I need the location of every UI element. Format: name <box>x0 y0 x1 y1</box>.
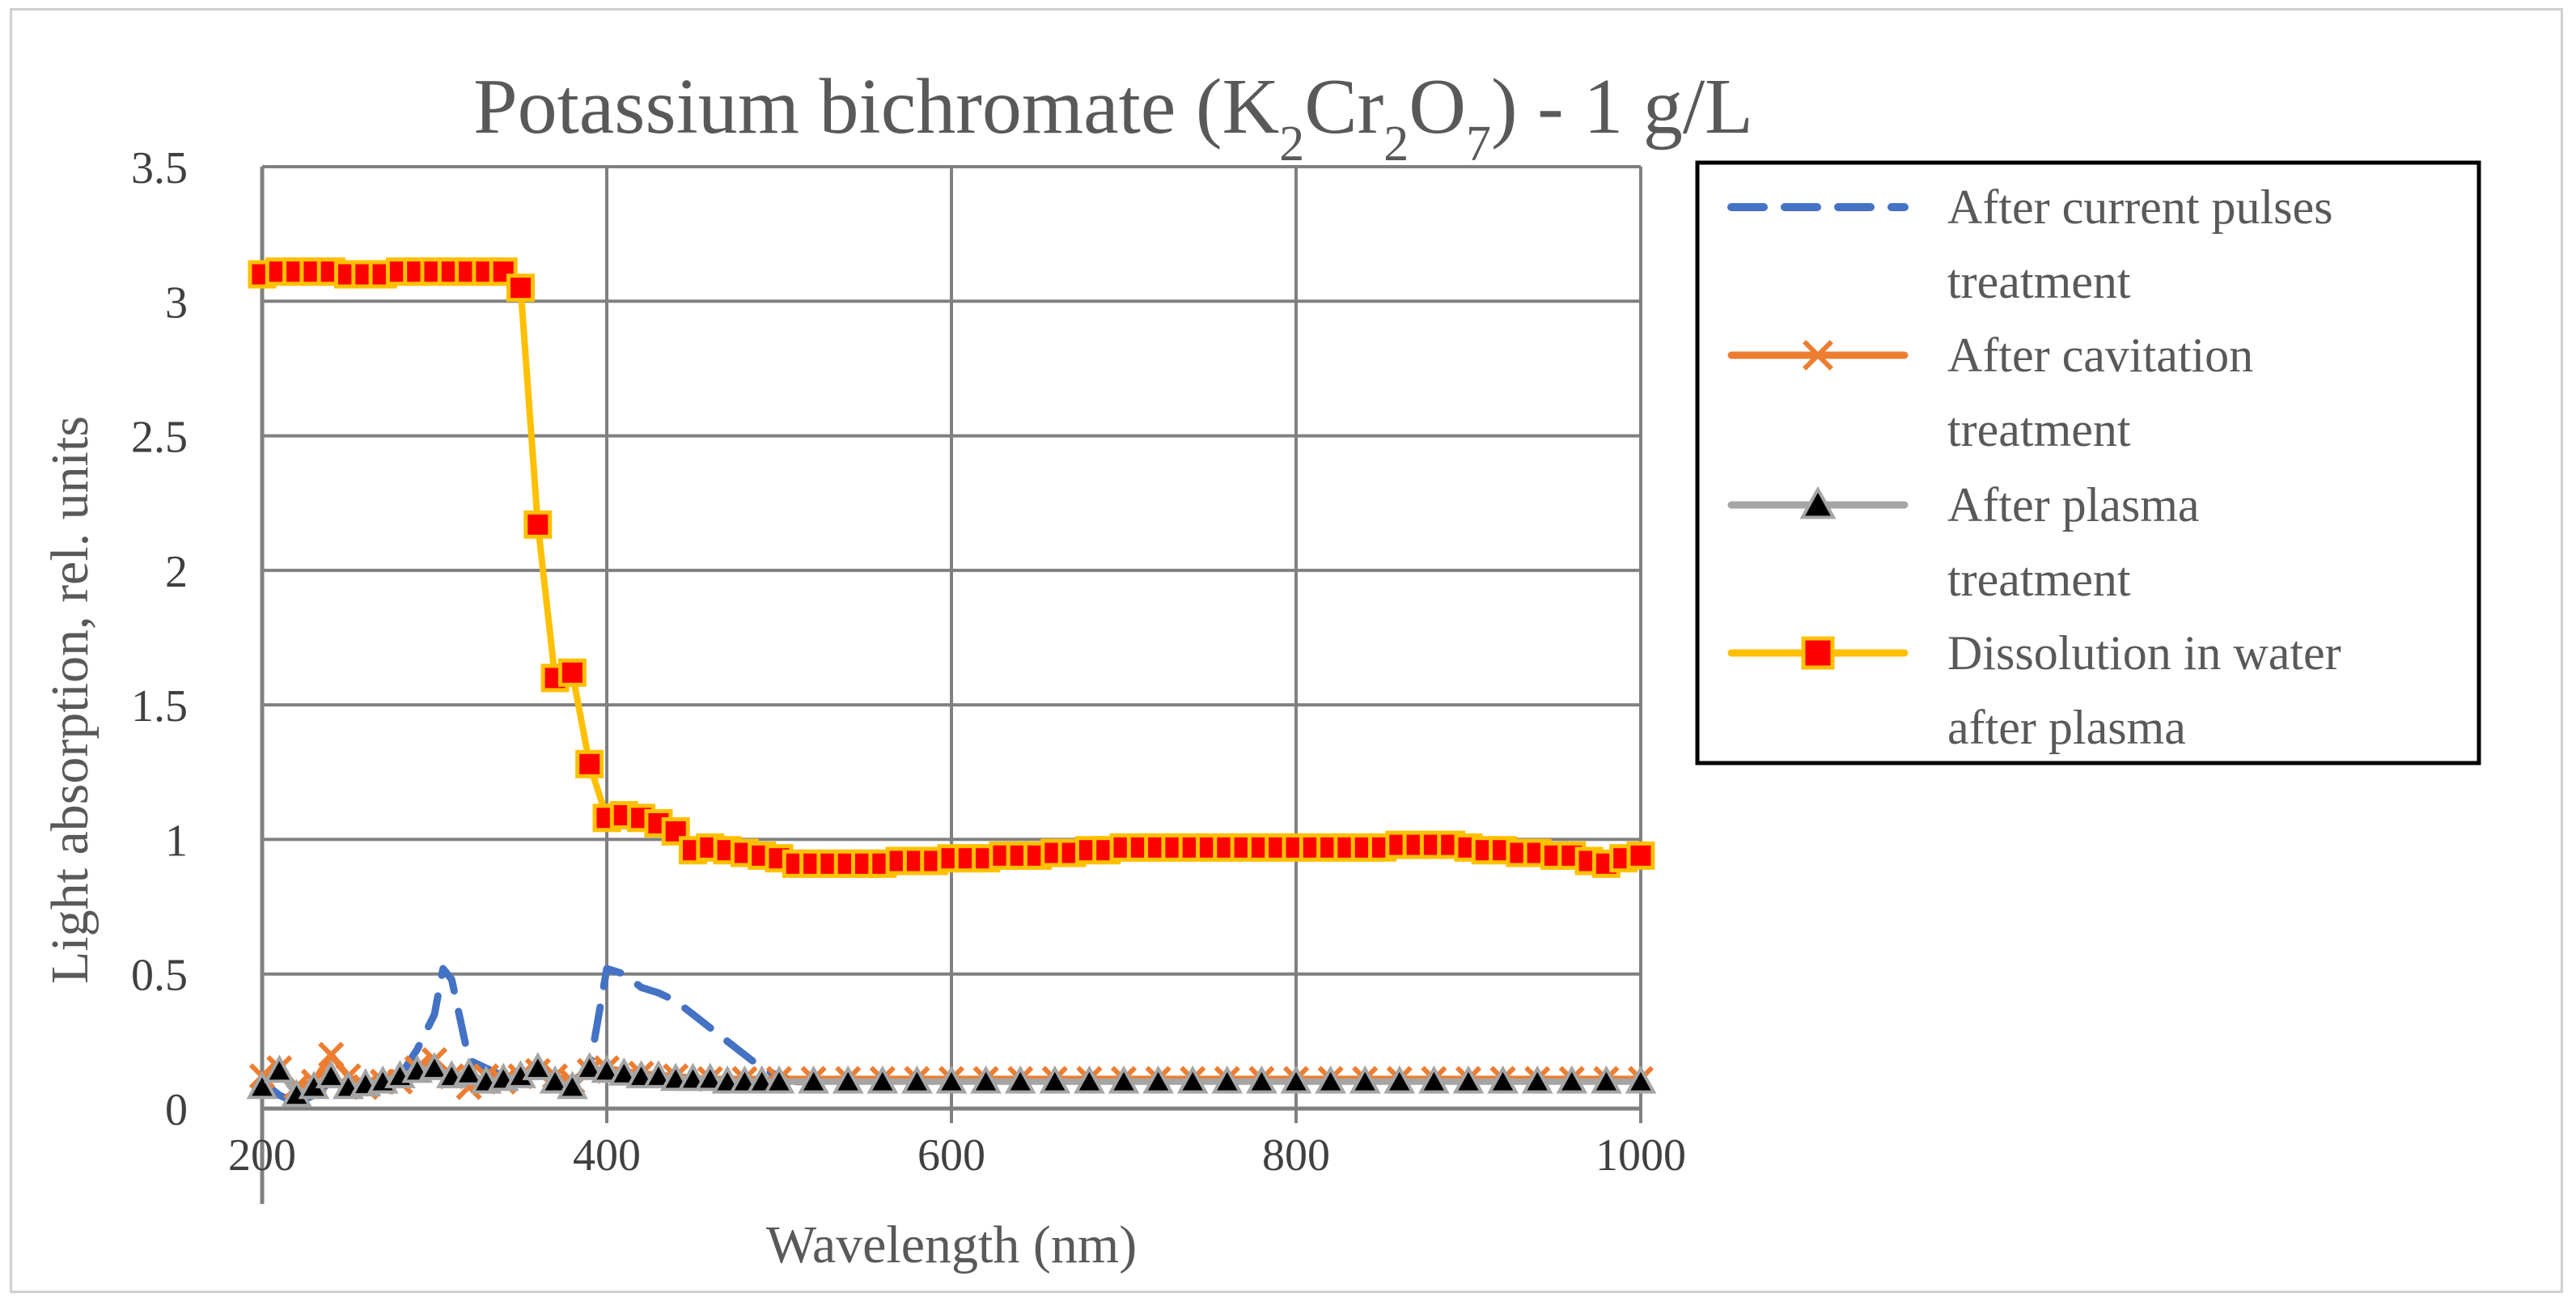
data-point <box>1591 1065 1622 1094</box>
legend-entry-1: After current pulses treatment <box>1727 180 2332 308</box>
data-point <box>1246 1065 1277 1094</box>
data-point <box>1418 1065 1450 1094</box>
data-point <box>798 1065 829 1094</box>
data-point <box>1176 1065 1209 1094</box>
y-tick-label: 1.5 <box>131 681 188 731</box>
data-point <box>506 273 535 303</box>
y-tick-label: 0.5 <box>131 951 188 1001</box>
legend-marker <box>1803 340 1833 371</box>
y-tick-label: 2.5 <box>131 413 188 463</box>
data-point <box>246 1071 278 1100</box>
data-point <box>557 1071 588 1100</box>
data-point <box>1349 1065 1381 1094</box>
data-point <box>489 257 518 286</box>
data-point <box>539 1065 571 1094</box>
data-point <box>453 1057 485 1086</box>
data-point <box>315 1059 347 1088</box>
legend-label: treatment <box>1947 255 2131 308</box>
legend-label: after plasma <box>1947 701 2186 754</box>
x-tick-label: 600 <box>917 1130 985 1181</box>
data-point <box>318 1041 345 1068</box>
data-point <box>970 1065 1002 1094</box>
chart-title-sub1: 2 <box>1279 117 1304 172</box>
chart-title-prefix: Potassium bichromate (K <box>473 63 1279 151</box>
legend-label: treatment <box>1947 553 2131 606</box>
x-axis-title: Wavelength (nm) <box>766 1215 1137 1274</box>
series-layer <box>246 257 1657 1108</box>
x-tick-label: 800 <box>1262 1130 1330 1181</box>
y-tick-label: 3.5 <box>131 143 188 193</box>
chart-title-suffix: ) - 1 g/L <box>1491 63 1753 151</box>
legend-marker <box>1801 636 1835 670</box>
chart-title-sub3: 7 <box>1466 117 1491 172</box>
legend-label: After plasma <box>1947 478 2200 532</box>
data-point <box>763 1065 795 1094</box>
legend-marker <box>1799 486 1837 519</box>
plot-area <box>260 167 1641 1204</box>
data-point <box>523 510 553 539</box>
x-axis-ticks: 200 400 600 800 1000 <box>228 1130 1686 1181</box>
data-point <box>1626 841 1655 870</box>
chart-title-mid2: O <box>1409 63 1466 151</box>
data-point <box>832 1065 864 1094</box>
legend-label: Dissolution in water <box>1947 626 2341 680</box>
data-point <box>642 1059 675 1088</box>
y-tick-label: 2 <box>165 547 188 597</box>
data-point <box>1556 1065 1588 1094</box>
data-point <box>608 1057 640 1086</box>
x-tick-label: 1000 <box>1595 1130 1686 1181</box>
data-point <box>1625 1065 1657 1094</box>
legend-entry-2: After cavitation treatment <box>1727 329 2253 456</box>
legend-label: treatment <box>1947 403 2131 456</box>
gridlines <box>261 165 1642 1123</box>
data-point <box>935 1065 968 1094</box>
data-point <box>575 749 604 778</box>
data-point <box>694 1062 727 1092</box>
y-axis-ticks: 0 0.5 1 1.5 2 2.5 3 3.5 <box>131 143 188 1135</box>
data-point <box>1452 1065 1485 1094</box>
chart-title: Potassium bichromate (K2Cr2O7) - 1 g/L <box>473 63 1753 172</box>
data-point <box>1487 1065 1519 1094</box>
data-point <box>418 1051 451 1080</box>
legend-label: After cavitation <box>1947 329 2253 382</box>
y-tick-label: 0 <box>165 1085 188 1135</box>
data-point <box>1039 1065 1071 1094</box>
y-axis-title: Light absorption, rel. units <box>40 416 100 984</box>
series-4 <box>248 257 1655 878</box>
y-tick-label: 3 <box>165 278 188 328</box>
data-point <box>1004 1065 1036 1094</box>
data-point <box>1315 1065 1346 1094</box>
data-point <box>1280 1065 1312 1094</box>
chart-title-mid1: Cr <box>1304 63 1383 151</box>
data-point <box>591 1054 623 1083</box>
data-point <box>1142 1065 1174 1094</box>
data-point <box>263 1054 295 1083</box>
series-3 <box>246 1051 1657 1108</box>
data-point <box>1521 1065 1553 1094</box>
data-point <box>522 1051 554 1080</box>
data-point <box>1383 1065 1416 1094</box>
legend-label: After current pulses <box>1947 180 2332 234</box>
data-point <box>1108 1065 1140 1094</box>
chart-title-sub2: 2 <box>1383 117 1409 172</box>
y-tick-label: 1 <box>165 816 188 866</box>
legend-entry-4: Dissolution in water after plasma <box>1727 626 2341 754</box>
data-point <box>1211 1065 1244 1094</box>
legend-entry-3: After plasma treatment <box>1727 478 2200 606</box>
x-tick-label: 200 <box>228 1130 296 1181</box>
data-point <box>901 1065 933 1094</box>
data-point <box>1074 1065 1105 1094</box>
x-tick-label: 400 <box>573 1130 641 1181</box>
data-point <box>866 1065 899 1094</box>
data-point <box>574 1051 606 1080</box>
data-point <box>557 658 587 687</box>
